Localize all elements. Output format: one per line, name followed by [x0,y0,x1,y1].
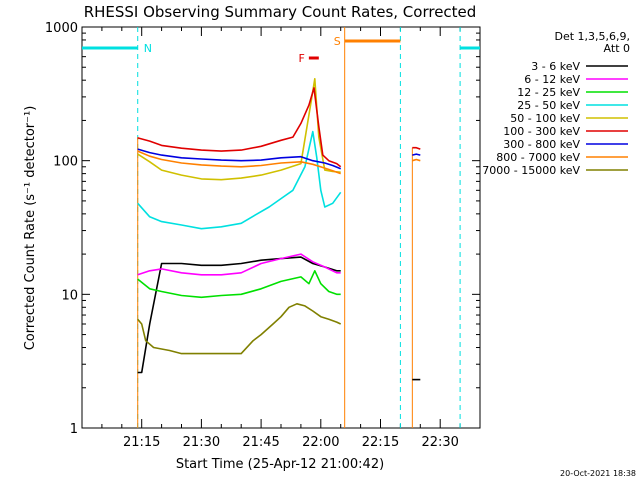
y-tick-label: 100 [53,155,78,170]
night-flag-label: N [144,42,152,55]
series-line-0 [137,256,341,374]
legend-title-line-2: Att 0 [604,42,630,55]
y-axis-label: Corrected Count Rate (s⁻¹ detector⁻¹) [23,106,38,351]
flare-flag-label: F [299,52,305,65]
series-line-8 [137,302,342,355]
x-tick-label: 22:00 [302,435,339,450]
series-line-1 [137,253,341,276]
series-line-7-resume [412,158,421,162]
x-tick-label: 22:15 [362,435,399,450]
legend-entry-label: 3 - 6 keV [531,60,580,73]
y-tick-label: 10 [61,288,78,303]
legend-entry-label: 50 - 100 keV [510,112,580,125]
series-line-7 [137,150,341,175]
legend-title-line-1: Det 1,3,5,6,9, [554,30,630,43]
y-tick-label: 1 [70,422,78,437]
y-tick-label: 1000 [45,21,78,36]
series-line-5 [137,87,342,168]
series-line-6 [137,148,342,170]
plot-area: 1 10 100 1000 21:15 21:30 21:45 22:00 22:15 22:30… [45,21,481,450]
chart-title: RHESSI Observing Summary Count Rates, Co… [84,3,477,21]
legend-entry-label: 12 - 25 keV [517,86,580,99]
series-line-2 [137,269,341,299]
legend-entry-label: 100 - 300 keV [503,125,580,138]
series-line-6-resume [412,153,421,156]
legend-entry-label: 6 - 12 keV [524,73,580,86]
legend-entry-label: 25 - 50 keV [517,99,580,112]
legend-entry-label: 300 - 800 keV [503,138,580,151]
x-tick-label: 21:30 [183,435,220,450]
saa-flag-label: S [334,35,341,48]
x-tick-label: 21:15 [123,435,160,450]
x-tick-label: 22:30 [421,435,458,450]
x-tick-label: 21:45 [242,435,279,450]
x-axis-label: Start Time (25-Apr-12 21:00:42) [176,457,384,472]
series-line-3 [137,130,342,230]
footer-timestamp: 20-Oct-2021 18:38 [560,469,636,478]
series-line-5-resume [412,146,421,150]
legend-entry-label: 800 - 7000 keV [496,151,580,164]
legend-entry-label: 7000 - 15000 keV [482,164,580,177]
